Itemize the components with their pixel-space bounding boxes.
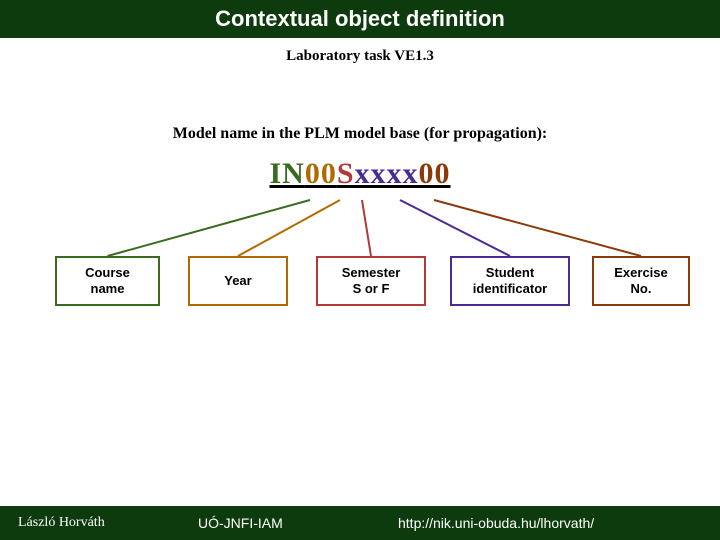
footer-author: László Horváth — [18, 515, 198, 531]
model-label: Model name in the PLM model base (for pr… — [0, 125, 720, 143]
code-segment: 00 — [419, 157, 451, 190]
header-bar: Contextual object definition — [0, 0, 720, 38]
legend-box: SemesterS or F — [316, 256, 426, 306]
legend-box: Studentidentificator — [450, 256, 570, 306]
code-segment: IN — [269, 157, 304, 190]
legend-box: ExerciseNo. — [592, 256, 690, 306]
boxes-row: Coursename Year SemesterS or F Studentident… — [0, 255, 720, 315]
legend-box: Year — [188, 256, 288, 306]
footer-bar: László Horváth UÓ-JNFI-IAM http://nik.un… — [0, 506, 720, 540]
subtitle: Laboratory task VE1.3 — [0, 48, 720, 65]
code-segment: S — [337, 157, 355, 190]
code-segment: xxxx — [355, 157, 419, 190]
model-code: IN00Sxxxx00 — [0, 157, 720, 191]
legend-box: Coursename — [55, 256, 160, 306]
footer-org: UÓ-JNFI-IAM — [198, 515, 378, 531]
footer-url: http://nik.uni-obuda.hu/lhorvath/ — [378, 515, 720, 531]
code-segment: 00 — [305, 157, 337, 190]
header-title: Contextual object definition — [215, 6, 505, 32]
